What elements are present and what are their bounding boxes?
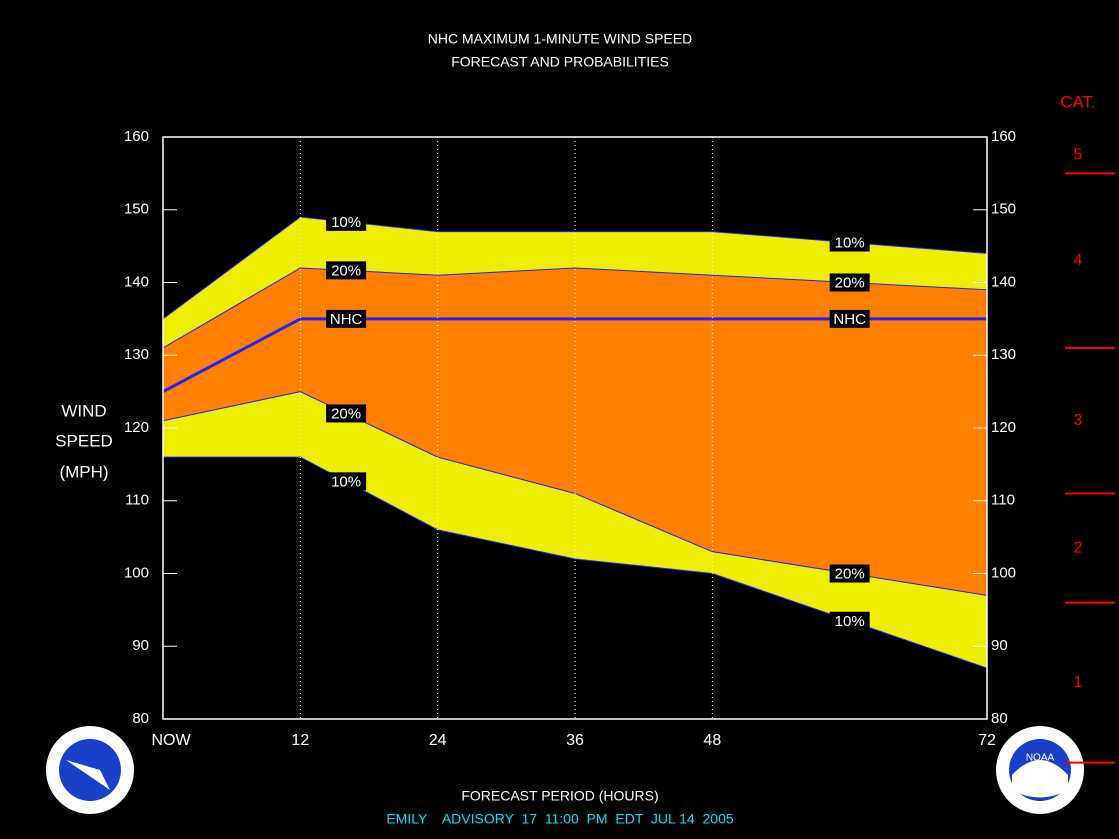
y2-tick-label: 150 (991, 201, 1016, 218)
series-label: 10% (326, 472, 367, 491)
y-tick-label: 90 (132, 637, 149, 654)
x-tick-label: NOW (151, 732, 191, 749)
band-edge (162, 216, 988, 320)
noaa-logo: NOAA (996, 726, 1084, 814)
y-tick-label: 100 (124, 564, 149, 581)
nws-logo (46, 726, 134, 814)
y2-tick-label: 120 (991, 419, 1016, 436)
label-text: 20% (331, 405, 361, 422)
y-tick-label: 110 (125, 492, 149, 509)
label-text: NHC (833, 311, 866, 328)
y-label: WIND (61, 401, 106, 420)
label-box (829, 564, 870, 583)
category-label: 3 (1074, 412, 1083, 429)
y2-tick-label: 110 (991, 492, 1015, 509)
y-tick-label: 140 (124, 273, 149, 290)
series-label: 10% (829, 611, 870, 630)
category-label: 1 (1074, 674, 1083, 691)
x-tick-label: 36 (566, 732, 584, 749)
label-box (326, 261, 367, 280)
forecast-line (162, 317, 987, 393)
category-label: 4 (1074, 252, 1083, 269)
band-edge (162, 267, 988, 349)
y2-tick-label: 100 (991, 564, 1016, 581)
y-tick-label: 80 (132, 710, 149, 727)
category-label: 2 (1074, 539, 1083, 556)
label-text: 10% (835, 234, 865, 251)
x-label: FORECAST PERIOD (HOURS) (461, 788, 658, 804)
label-box (326, 309, 367, 328)
label-box (829, 273, 870, 292)
chart-title: FORECAST AND PROBABILITIES (451, 54, 669, 70)
chart-title: NHC MAXIMUM 1-MINUTE WIND SPEED (428, 31, 692, 47)
logo-icon (1012, 760, 1068, 798)
label-box (829, 611, 870, 630)
series-label: 20% (326, 404, 367, 423)
label-text: NHC (330, 311, 363, 328)
label-box (829, 309, 870, 328)
label-box (326, 472, 367, 491)
y-tick-label: 150 (124, 201, 149, 218)
label-text: 10% (331, 214, 361, 231)
logo-text: NOAA (1026, 753, 1055, 764)
y2-tick-label: 140 (991, 273, 1016, 290)
label-box (829, 233, 870, 252)
y-label: (MPH) (59, 462, 108, 481)
label-box (326, 404, 367, 423)
series-label: 20% (326, 261, 367, 280)
y-tick-label: 120 (124, 419, 149, 436)
footer: EMILY ADVISORY 17 11:00 PM EDT JUL 14 20… (386, 811, 734, 827)
category-label: 5 (1074, 146, 1083, 163)
label-text: 10% (835, 613, 865, 630)
category-title: CAT. (1060, 92, 1096, 111)
label-text: 20% (835, 274, 865, 291)
label-box (326, 212, 367, 231)
series-label: 20% (829, 564, 870, 583)
logo-icon (66, 760, 110, 790)
series-label: 10% (326, 212, 367, 231)
x-tick-label: 48 (703, 732, 721, 749)
band-edge (162, 391, 988, 596)
y-tick-label: 130 (124, 346, 149, 363)
series-label: NHC (829, 309, 870, 328)
band-edge (163, 456, 988, 669)
y2-tick-label: 160 (991, 128, 1016, 145)
label-text: 20% (835, 565, 865, 582)
label-text: 10% (331, 473, 361, 490)
series-label: 20% (829, 273, 870, 292)
y-tick-label: 160 (124, 128, 149, 145)
x-tick-label: 12 (291, 732, 309, 749)
y-label: SPEED (55, 431, 113, 450)
label-text: 20% (331, 262, 361, 279)
series-label: NHC (326, 309, 367, 328)
series-label: 10% (829, 233, 870, 252)
y2-tick-label: 80 (991, 710, 1008, 727)
y2-tick-label: 130 (991, 346, 1016, 363)
x-tick-label: 24 (429, 732, 447, 749)
y2-tick-label: 90 (991, 637, 1008, 654)
band-area (163, 267, 987, 596)
x-tick-label: 72 (978, 732, 996, 749)
